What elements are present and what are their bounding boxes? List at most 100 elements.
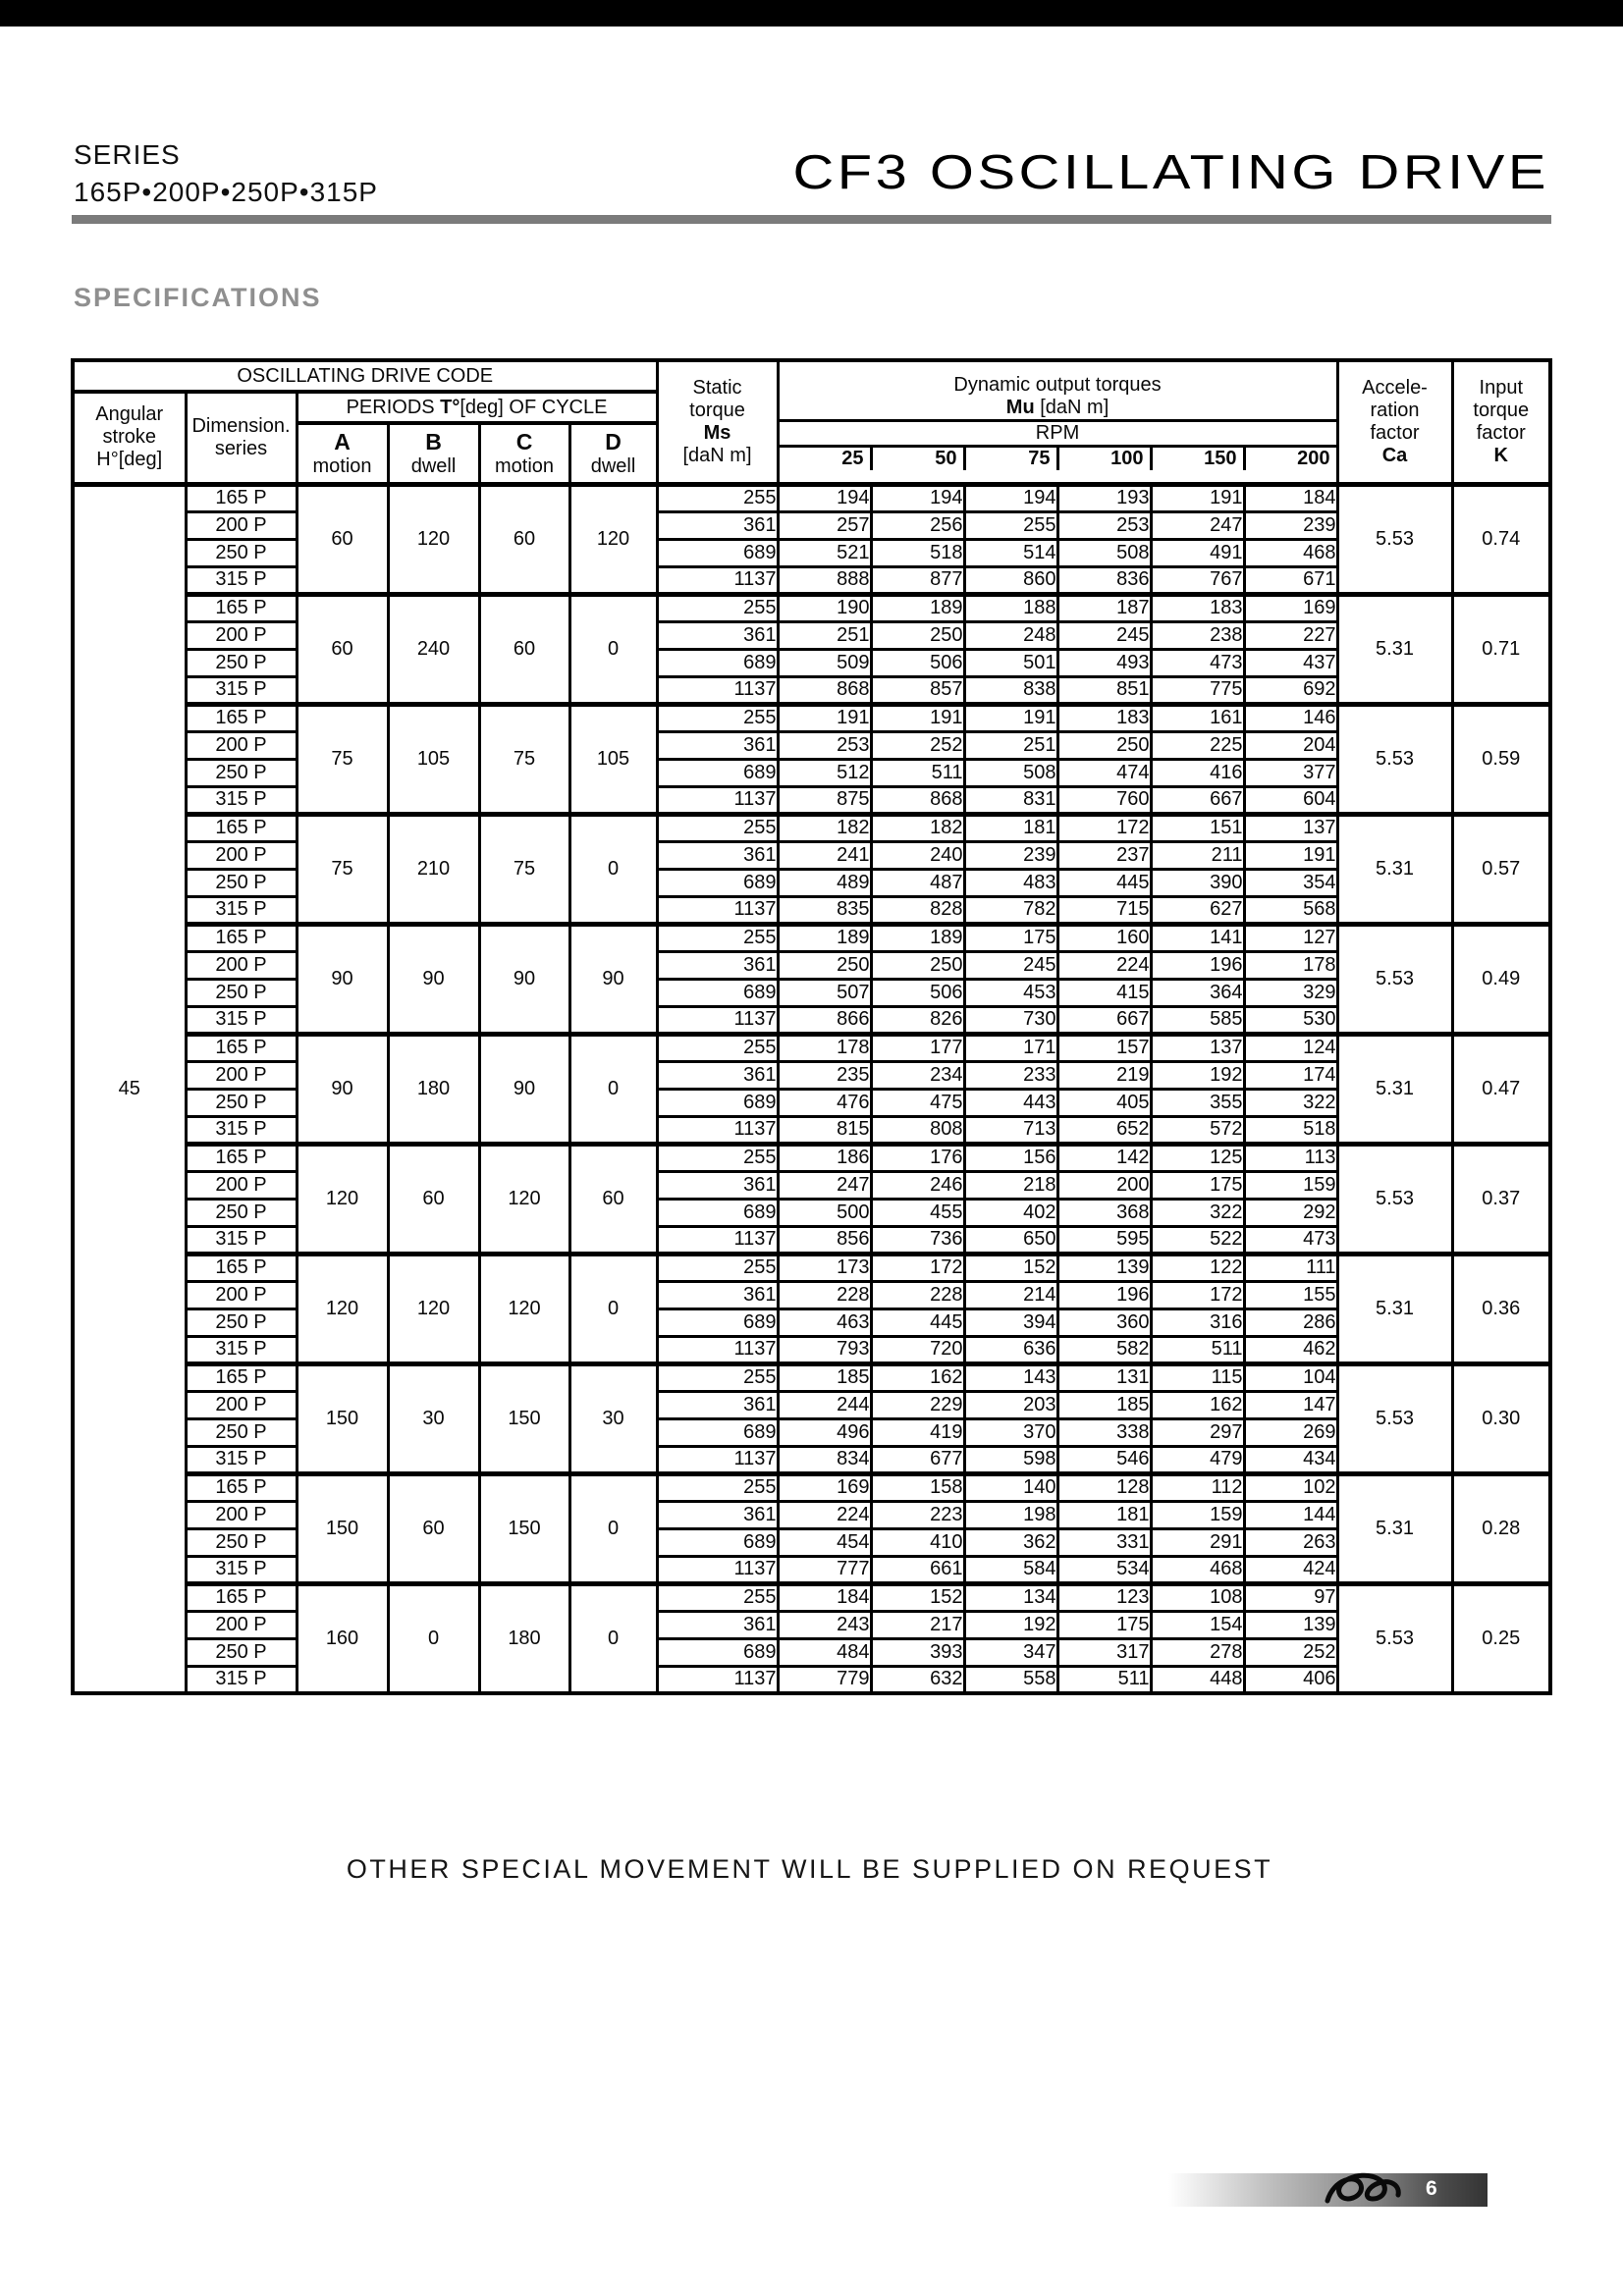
static-torque-value: 689 bbox=[655, 1636, 780, 1668]
dynamic-torque-value-rpm-50: 217 bbox=[869, 1609, 966, 1640]
dynamic-torque-value-rpm-100: 193 bbox=[1055, 481, 1153, 513]
period-d-value: 0 bbox=[568, 811, 659, 926]
dynamic-torque-value-rpm-50: 720 bbox=[869, 1334, 966, 1365]
dynamic-torque-value-rpm-75: 214 bbox=[962, 1279, 1059, 1310]
static-torque-value: 1137 bbox=[655, 674, 780, 706]
dynamic-torque-value-rpm-75: 860 bbox=[962, 564, 1059, 596]
dynamic-torque-value-rpm-75: 501 bbox=[962, 647, 1059, 678]
table-row: 250 P 689 489 487 483 445 390 354 bbox=[73, 867, 1550, 898]
dynamic-torque-value-rpm-200: 97 bbox=[1242, 1580, 1339, 1613]
input-torque-factor-value: 0.30 bbox=[1450, 1361, 1552, 1475]
dynamic-torque-value-rpm-100: 652 bbox=[1055, 1114, 1153, 1146]
dynamic-torque-value-rpm-100: 405 bbox=[1055, 1087, 1153, 1118]
dynamic-torque-value-rpm-100: 715 bbox=[1055, 894, 1153, 926]
table-row: 200 P 361 243 217 192 175 154 139 bbox=[73, 1609, 1550, 1640]
dynamic-torque-value-rpm-75: 233 bbox=[962, 1059, 1059, 1091]
period-c-value: 120 bbox=[477, 1251, 571, 1365]
header-dynamic-line1: Dynamic output torques bbox=[953, 373, 1162, 396]
dynamic-torque-value-rpm-25: 243 bbox=[776, 1609, 873, 1640]
period-c-value: 60 bbox=[477, 481, 571, 596]
dynamic-torque-value-rpm-50: 868 bbox=[869, 784, 966, 816]
static-torque-value: 255 bbox=[655, 1470, 780, 1503]
dimension-series-cell: 165 P bbox=[184, 811, 298, 843]
table-row: 165 P 75 210 75 0 255 182 182 181 172 151 137 5.31 0.… bbox=[73, 811, 1552, 926]
static-torque-value: 689 bbox=[655, 1307, 780, 1338]
table-row: 200 P 361 241 240 239 237 211 191 bbox=[73, 839, 1550, 871]
dimension-series-cell: 315 P bbox=[184, 1004, 298, 1036]
dynamic-torque-value-rpm-25: 257 bbox=[776, 509, 873, 541]
dynamic-torque-value-rpm-150: 479 bbox=[1149, 1444, 1246, 1475]
dynamic-torque-value-rpm-25: 509 bbox=[776, 647, 873, 678]
dimension-series-cell: 315 P bbox=[184, 1114, 298, 1146]
header-dynamic-line2: Mu [daN m] bbox=[1005, 396, 1109, 418]
static-torque-value: 361 bbox=[655, 1279, 780, 1310]
table-row: 200 P 361 244 229 203 185 162 147 bbox=[73, 1389, 1550, 1420]
dynamic-torque-value-rpm-150: 175 bbox=[1149, 1169, 1246, 1201]
dynamic-torque-value-rpm-150: 191 bbox=[1149, 481, 1246, 513]
period-d-value: 105 bbox=[568, 701, 659, 816]
table-row: 165 P 120 60 120 60 255 186 176 156 142 125 113 5.53… bbox=[73, 1141, 1552, 1255]
dynamic-torque-value-rpm-200: 434 bbox=[1242, 1444, 1339, 1475]
dynamic-torque-value-rpm-200: 518 bbox=[1242, 1114, 1339, 1146]
dynamic-torque-value-rpm-50: 826 bbox=[869, 1004, 966, 1036]
table-row: 250 P 689 463 445 394 360 316 286 bbox=[73, 1307, 1550, 1338]
dynamic-torque-value-rpm-200: 473 bbox=[1242, 1224, 1339, 1255]
dynamic-torque-value-rpm-25: 866 bbox=[776, 1004, 873, 1036]
dynamic-torque-value-rpm-200: 104 bbox=[1242, 1361, 1339, 1393]
dynamic-torque-value-rpm-150: 112 bbox=[1149, 1470, 1246, 1503]
rpm-col-150: 150 bbox=[1149, 447, 1243, 470]
dynamic-torque-value-rpm-200: 424 bbox=[1242, 1554, 1339, 1585]
dynamic-torque-value-rpm-150: 238 bbox=[1149, 619, 1246, 651]
dynamic-torque-value-rpm-75: 370 bbox=[962, 1416, 1059, 1448]
dynamic-torque-value-rpm-150: 183 bbox=[1149, 591, 1246, 623]
dynamic-torque-value-rpm-150: 137 bbox=[1149, 1031, 1246, 1063]
dynamic-torque-value-rpm-150: 322 bbox=[1149, 1197, 1246, 1228]
dynamic-torque-value-rpm-75: 181 bbox=[962, 811, 1059, 843]
dynamic-torque-value-rpm-150: 416 bbox=[1149, 757, 1246, 788]
table-row: 200 P 361 228 228 214 196 172 155 bbox=[73, 1279, 1550, 1310]
dynamic-torque-value-rpm-100: 183 bbox=[1055, 701, 1153, 733]
dynamic-torque-value-rpm-25: 815 bbox=[776, 1114, 873, 1146]
static-torque-value: 1137 bbox=[655, 1334, 780, 1365]
dynamic-torque-value-rpm-75: 347 bbox=[962, 1636, 1059, 1668]
dynamic-torque-value-rpm-25: 507 bbox=[776, 977, 873, 1008]
dynamic-torque-value-rpm-25: 779 bbox=[776, 1664, 873, 1695]
static-torque-value: 361 bbox=[655, 839, 780, 871]
dynamic-torque-value-rpm-50: 393 bbox=[869, 1636, 966, 1668]
dynamic-torque-value-rpm-25: 489 bbox=[776, 867, 873, 898]
static-torque-value: 1137 bbox=[655, 1004, 780, 1036]
dynamic-torque-value-rpm-100: 237 bbox=[1055, 839, 1153, 871]
dynamic-torque-value-rpm-200: 329 bbox=[1242, 977, 1339, 1008]
dimension-series-cell: 250 P bbox=[184, 647, 298, 678]
dynamic-torque-value-rpm-150: 247 bbox=[1149, 509, 1246, 541]
dynamic-torque-value-rpm-25: 875 bbox=[776, 784, 873, 816]
period-b-value: 120 bbox=[386, 481, 481, 596]
period-c-value: 90 bbox=[477, 921, 571, 1036]
dynamic-torque-value-rpm-50: 194 bbox=[869, 481, 966, 513]
dynamic-torque-value-rpm-50: 661 bbox=[869, 1554, 966, 1585]
dynamic-torque-value-rpm-75: 514 bbox=[962, 537, 1059, 568]
period-b-value: 210 bbox=[386, 811, 481, 926]
header-period-c: C motion bbox=[477, 421, 571, 486]
static-torque-value: 255 bbox=[655, 811, 780, 843]
period-a-value: 150 bbox=[295, 1470, 390, 1585]
table-row: 250 P 689 509 506 501 493 473 437 bbox=[73, 647, 1550, 678]
table-row: 315 P 1137 779 632 558 511 448 406 bbox=[73, 1664, 1550, 1695]
dynamic-torque-value-rpm-150: 172 bbox=[1149, 1279, 1246, 1310]
dynamic-torque-value-rpm-25: 247 bbox=[776, 1169, 873, 1201]
dynamic-torque-value-rpm-200: 113 bbox=[1242, 1141, 1339, 1173]
dynamic-torque-value-rpm-100: 196 bbox=[1055, 1279, 1153, 1310]
dynamic-torque-value-rpm-50: 808 bbox=[869, 1114, 966, 1146]
dynamic-torque-value-rpm-200: 604 bbox=[1242, 784, 1339, 816]
dynamic-torque-value-rpm-75: 483 bbox=[962, 867, 1059, 898]
dynamic-torque-value-rpm-200: 377 bbox=[1242, 757, 1339, 788]
footer-note: OTHER SPECIAL MOVEMENT WILL BE SUPPLIED … bbox=[346, 1854, 1273, 1884]
dynamic-torque-value-rpm-50: 234 bbox=[869, 1059, 966, 1091]
dynamic-torque-value-rpm-200: 227 bbox=[1242, 619, 1339, 651]
dynamic-torque-value-rpm-150: 572 bbox=[1149, 1114, 1246, 1146]
dynamic-torque-value-rpm-25: 182 bbox=[776, 811, 873, 843]
dimension-series-cell: 165 P bbox=[184, 1470, 298, 1503]
table-row: 250 P 689 512 511 508 474 416 377 bbox=[73, 757, 1550, 788]
dynamic-torque-value-rpm-100: 224 bbox=[1055, 949, 1153, 981]
static-torque-value: 689 bbox=[655, 537, 780, 568]
